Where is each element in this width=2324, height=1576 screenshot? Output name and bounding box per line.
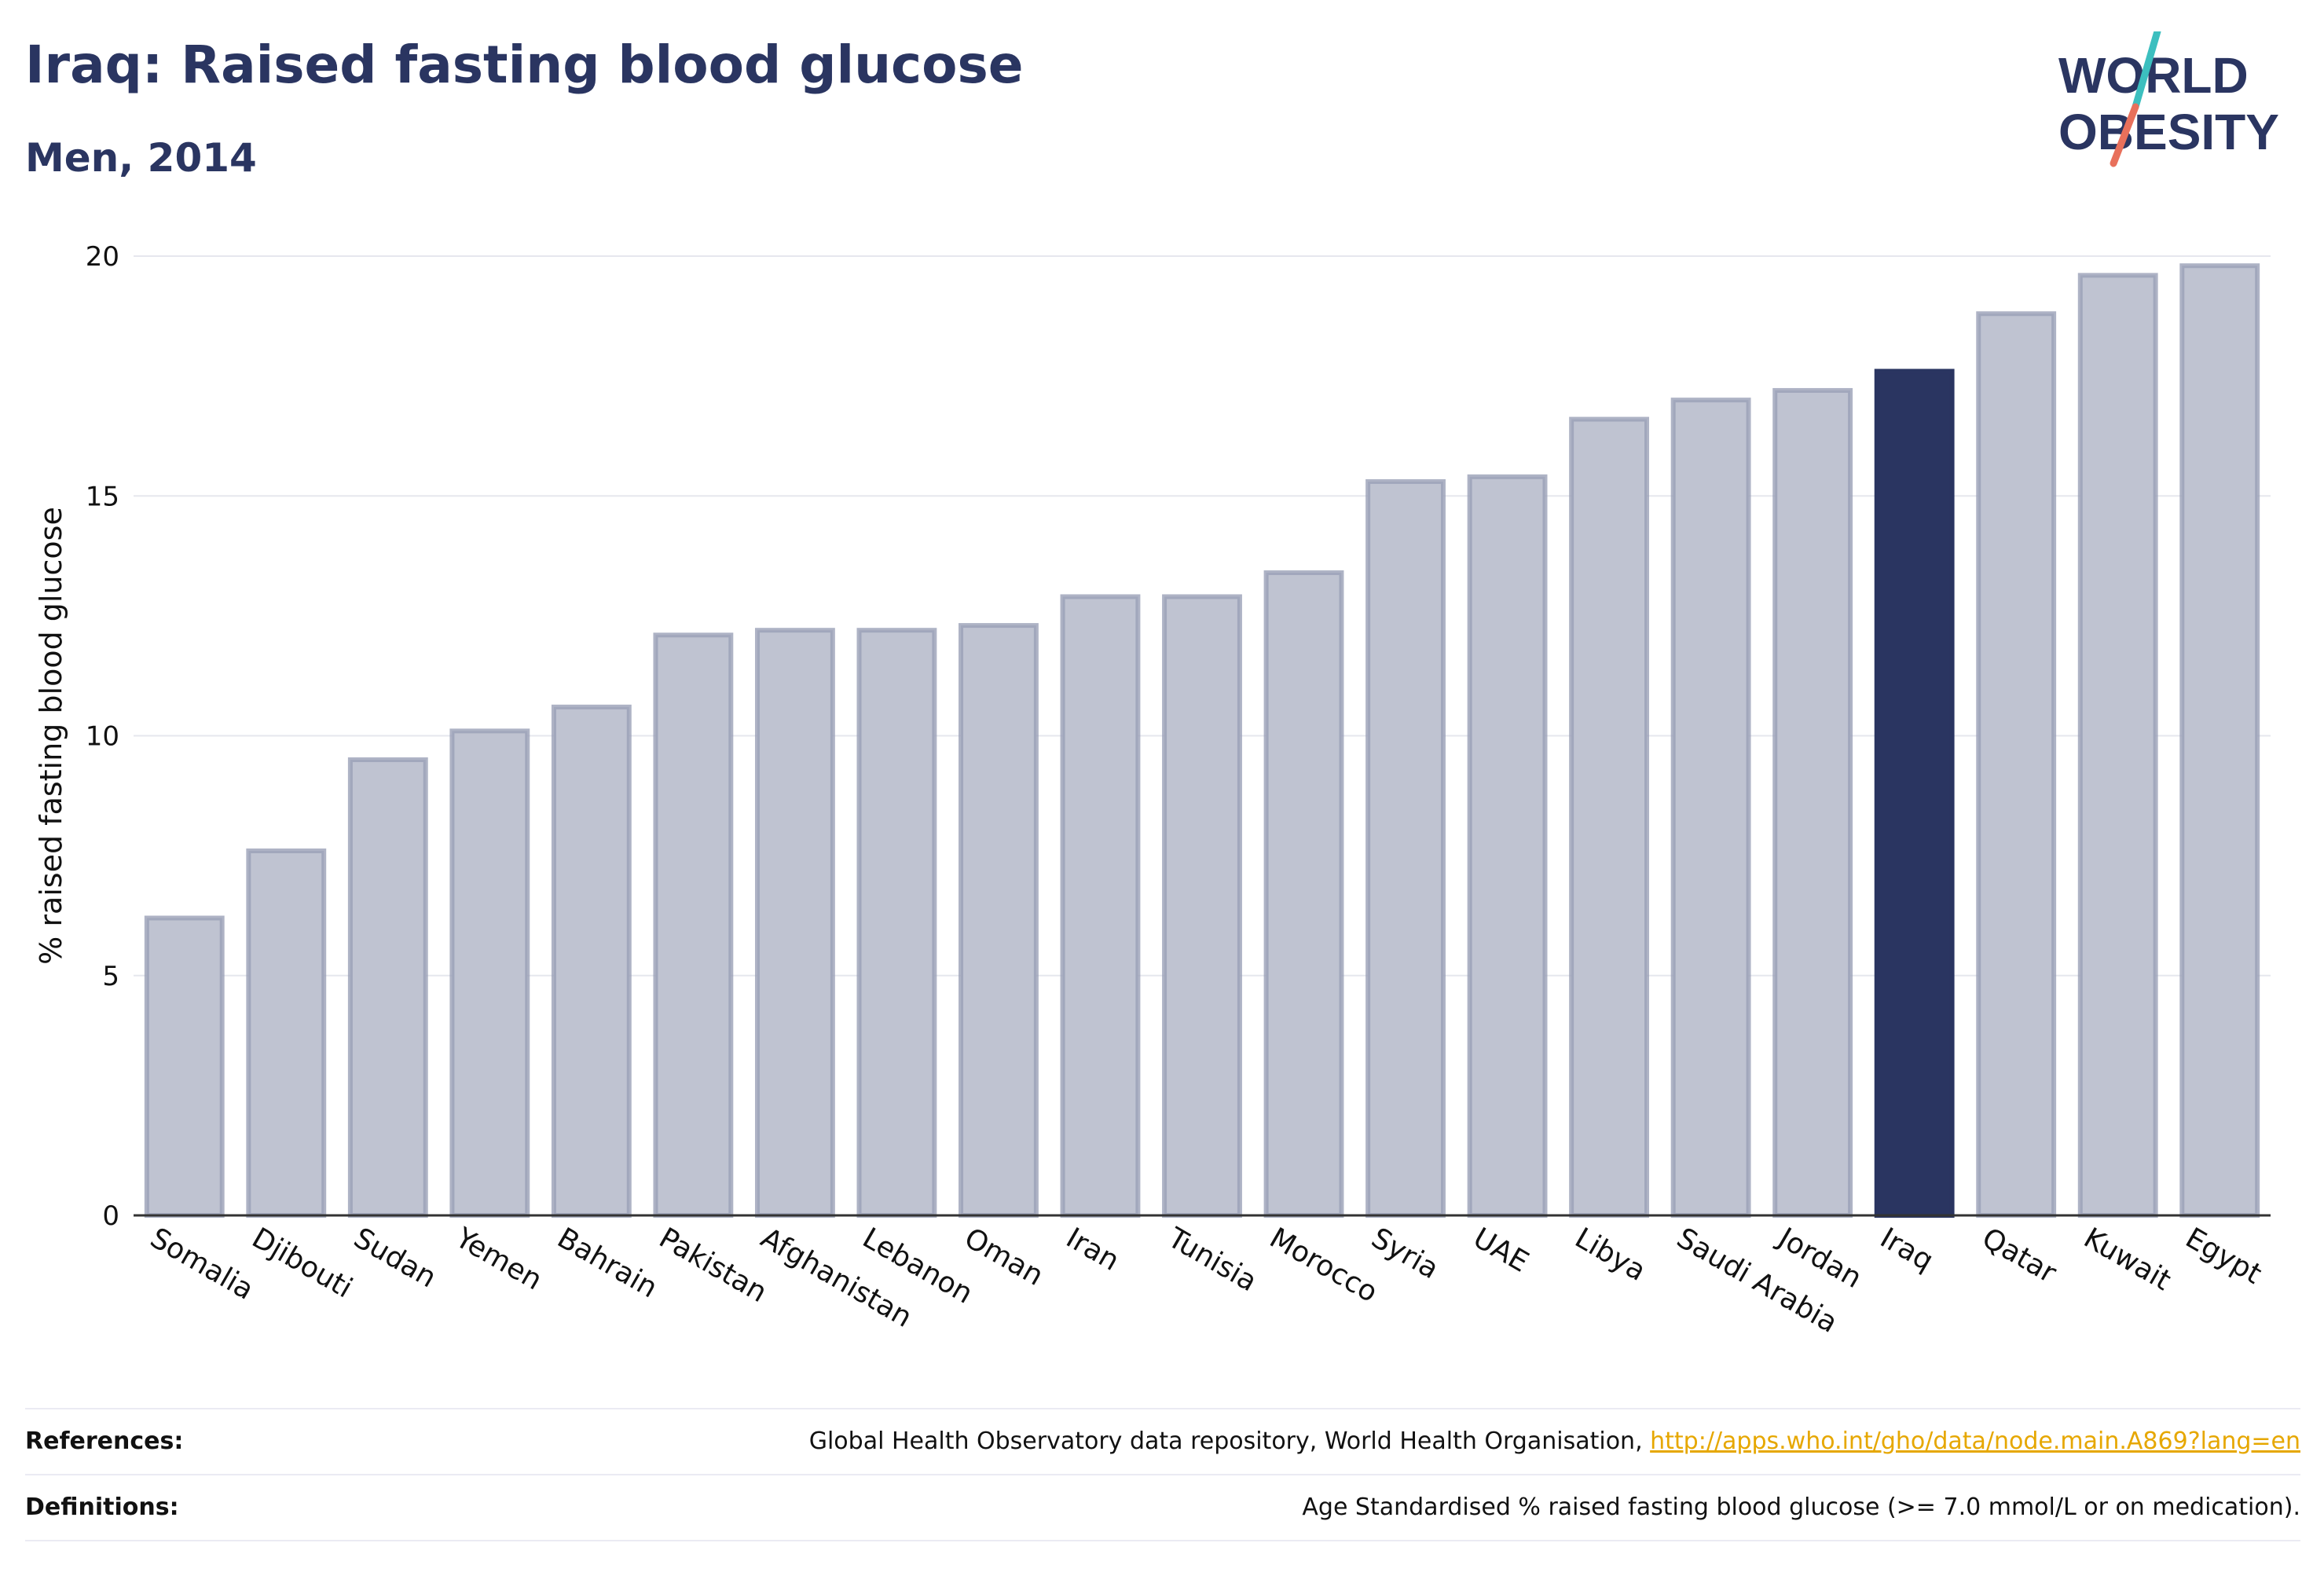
bar-highlight bbox=[1874, 368, 1955, 1218]
references-link[interactable]: http://apps.who.int/gho/data/node.main.A… bbox=[1650, 1427, 2300, 1455]
bar-chart: 0 5 10 15 20 % raised fasting blood glucose So… bbox=[34, 241, 2271, 1340]
x-tick-label: Bahrain bbox=[552, 1222, 662, 1304]
bar bbox=[856, 628, 937, 1218]
logo-line2: OBESITY bbox=[2058, 104, 2279, 160]
bar bbox=[246, 848, 327, 1219]
footer-rule-mid bbox=[25, 1474, 2300, 1475]
definitions-row: Definitions: Age Standardised % raised f… bbox=[25, 1475, 2300, 1538]
y-tick-label: 0 bbox=[102, 1200, 119, 1232]
y-tick-label: 15 bbox=[86, 481, 119, 512]
bar bbox=[754, 628, 835, 1218]
footer-rule-bottom bbox=[25, 1540, 2300, 1541]
x-tick-label: Sudan bbox=[348, 1222, 442, 1294]
x-tick-label: Syria bbox=[1366, 1222, 1444, 1285]
x-tick-label: Egypt bbox=[2180, 1222, 2267, 1290]
bar bbox=[449, 728, 530, 1218]
references-text: Global Health Observatory data repositor… bbox=[808, 1427, 1651, 1455]
chart-subtitle: Men, 2014 bbox=[25, 135, 257, 181]
y-tick-label: 5 bbox=[102, 961, 119, 992]
x-tick-label: Djibouti bbox=[247, 1222, 357, 1304]
references-row: References: Global Health Observatory da… bbox=[25, 1409, 2300, 1472]
bar bbox=[144, 915, 225, 1218]
x-tick-label: Kuwait bbox=[2078, 1222, 2176, 1297]
x-tick-label: Qatar bbox=[1977, 1222, 2062, 1289]
definitions-label: Definitions: bbox=[25, 1493, 179, 1521]
bar bbox=[1976, 311, 2057, 1218]
bar bbox=[2077, 273, 2158, 1218]
x-tick-label: Iran bbox=[1061, 1222, 1124, 1277]
bar bbox=[959, 623, 1039, 1218]
bar bbox=[1772, 387, 1853, 1219]
bar bbox=[1467, 474, 1548, 1218]
x-tick-label: Pakistan bbox=[654, 1222, 772, 1309]
x-tick-label: Yemen bbox=[449, 1222, 548, 1297]
y-tick-label: 10 bbox=[86, 721, 119, 753]
bar bbox=[1060, 594, 1141, 1218]
x-tick-label: Iraq bbox=[1875, 1222, 1938, 1277]
bar bbox=[1569, 416, 1650, 1218]
logo-slash-teal bbox=[2132, 31, 2161, 111]
bar bbox=[653, 632, 734, 1218]
x-tick-label: Morocco bbox=[1264, 1222, 1383, 1309]
y-tick-label: 20 bbox=[86, 241, 119, 273]
bar bbox=[2179, 263, 2260, 1219]
x-tick-label: Libya bbox=[1570, 1222, 1651, 1288]
bar bbox=[1365, 478, 1446, 1218]
references-label: References: bbox=[25, 1427, 184, 1455]
bar bbox=[1670, 398, 1751, 1218]
x-tick-label: Tunisia bbox=[1162, 1222, 1263, 1298]
x-tick-label: UAE bbox=[1468, 1222, 1534, 1278]
bar bbox=[1162, 594, 1242, 1218]
bar bbox=[551, 704, 632, 1218]
logo-slash-coral bbox=[2110, 103, 2139, 167]
footer-rule-top bbox=[25, 1408, 2300, 1409]
world-obesity-logo: WORLD OBESITY bbox=[2058, 31, 2279, 167]
y-axis-label: % raised fasting blood glucose bbox=[34, 507, 68, 965]
bar bbox=[1263, 570, 1344, 1218]
bar bbox=[347, 757, 428, 1218]
references-value: Global Health Observatory data repositor… bbox=[809, 1428, 2300, 1455]
chart-title: Iraq: Raised fasting blood glucose bbox=[25, 35, 1024, 95]
x-tick-label: Somalia bbox=[145, 1222, 258, 1307]
definitions-text: Age Standardised % raised fasting blood … bbox=[1302, 1493, 2300, 1521]
